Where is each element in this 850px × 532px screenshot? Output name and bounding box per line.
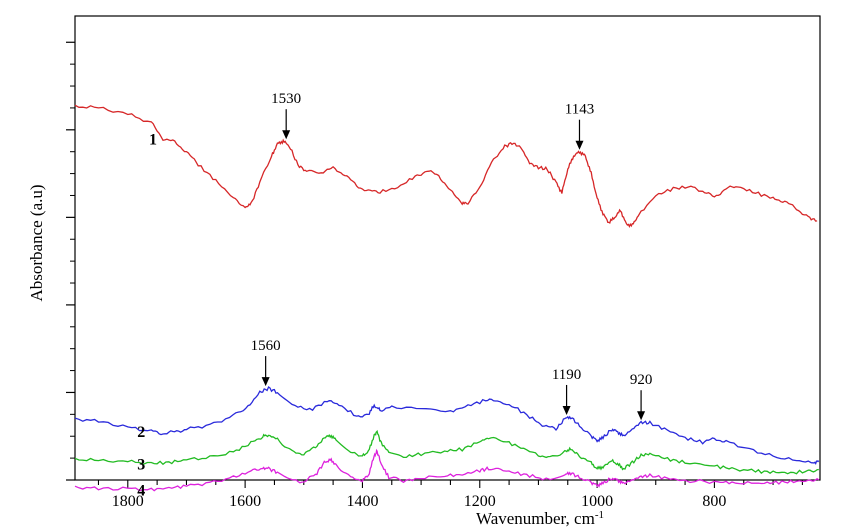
series-1-line [74, 104, 818, 228]
series-2-line [74, 386, 820, 465]
annotation-label: 1530 [271, 91, 301, 107]
annotation-arrow-head [282, 130, 291, 140]
annotation-arrow-head [562, 405, 571, 415]
annotation-label: 1143 [565, 102, 594, 118]
x-axis-label-text: Wavenumber, cm [476, 509, 595, 528]
series-4-label: 4 [137, 483, 145, 500]
annotation-label: 920 [630, 372, 653, 388]
x-tick-label: 800 [702, 493, 726, 510]
annotation-arrow-head [637, 411, 646, 421]
x-tick-label: 1600 [229, 493, 261, 510]
x-tick-label: 1200 [464, 493, 496, 510]
annotation-label: 1190 [552, 367, 581, 383]
series-1-label: 1 [149, 132, 157, 149]
annotation-label: 1560 [251, 338, 281, 354]
series-3-label: 3 [137, 456, 145, 473]
x-tick-label: 1800 [112, 493, 144, 510]
annotation-arrow-head [261, 377, 270, 387]
plot-border [74, 15, 821, 481]
series-2-label: 2 [137, 424, 145, 441]
annotation-arrow-head [575, 140, 584, 150]
y-axis-label: Absorbance (a.u) [27, 184, 46, 301]
x-axis-label: Wavenumber, cm-1 [476, 509, 604, 528]
series-3-line [74, 429, 819, 475]
annotation-layer: 1530 1143 1560 1190 920 [251, 91, 653, 421]
series-layer: 1 2 3 4 [74, 104, 820, 500]
x-axis-label-unit-exponent: -1 [595, 509, 604, 521]
x-tick-label: 1000 [581, 493, 613, 510]
series-4-line [74, 448, 820, 492]
y-axis [66, 41, 75, 481]
plot-frame [74, 15, 821, 481]
x-tick-label: 1400 [346, 493, 378, 510]
